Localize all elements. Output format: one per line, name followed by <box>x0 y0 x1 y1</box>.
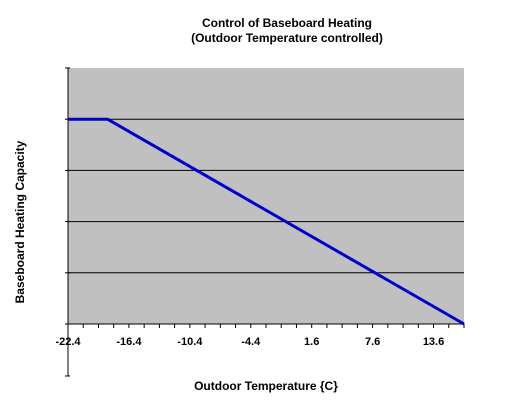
chart-subtitle: (Outdoor Temperature controlled) <box>191 31 383 45</box>
x-tick-label: -10.4 <box>177 336 203 348</box>
x-tick-label: -4.4 <box>241 336 261 348</box>
plot-area <box>68 68 464 324</box>
series-layer <box>68 117 465 326</box>
series-line-0 <box>68 117 465 326</box>
x-tick-label: 13.6 <box>423 336 444 348</box>
chart-title: Control of Baseboard Heating <box>202 16 372 30</box>
x-tick-label: -22.4 <box>55 336 81 348</box>
gridlines <box>68 118 464 274</box>
x-tick-label: -16.4 <box>116 336 142 348</box>
y-axis-title: Baseboard Heating Capacity <box>13 140 27 303</box>
x-axis-title: Outdoor Temperature {C} <box>194 379 338 393</box>
x-tick-labels: -22.4 -16.4 -10.4 -4.4 1.6 7.6 13.6 <box>55 336 444 348</box>
x-tick-label: 1.6 <box>304 336 319 348</box>
x-tick-label: 7.6 <box>365 336 380 348</box>
